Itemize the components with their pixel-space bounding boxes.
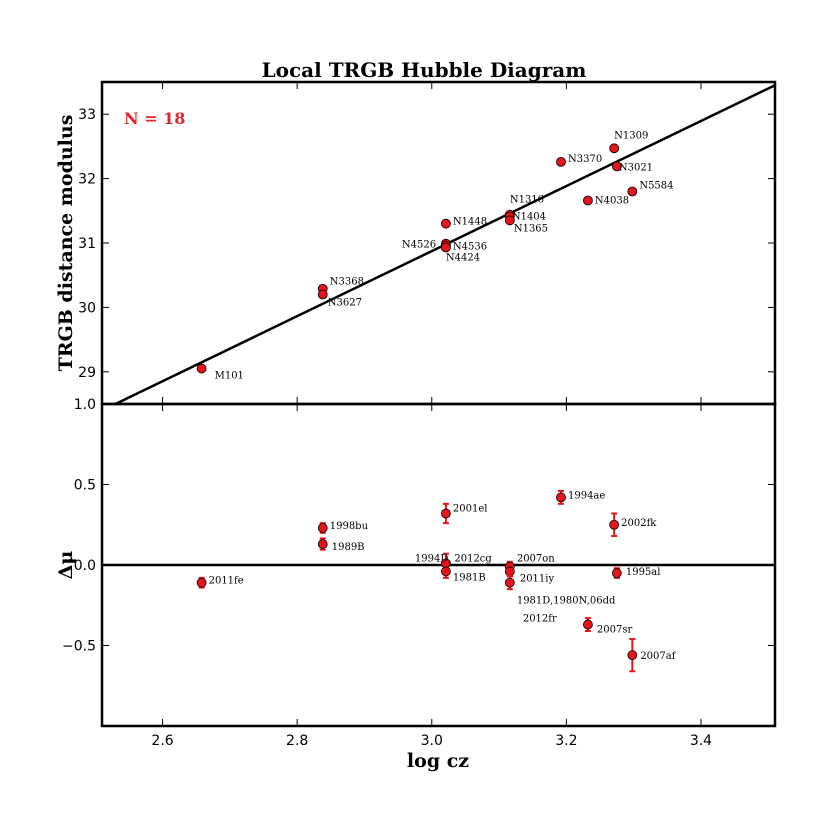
bottom-point-label: 1998bu [330, 521, 369, 532]
bottom-data-point [441, 508, 451, 519]
top-point-label: N1404 [512, 212, 546, 223]
bottom-data-point [611, 568, 622, 578]
bottom-y-ticks: −0.5 0.0 0.5 1.0 [62, 397, 775, 655]
chart-title: Local TRGB Hubble Diagram [262, 58, 587, 82]
bottom-point-label: 2007af [640, 651, 676, 662]
bottom-point-label: 2012fr [523, 614, 557, 625]
top-point-label: N3370 [568, 154, 602, 165]
top-point-label: N4526 [402, 240, 436, 251]
x-tick-label: 2.6 [151, 733, 173, 749]
bottom-data-point [609, 519, 620, 530]
bottom-point-label: 2007sr [597, 625, 633, 636]
x-tick-label: 3.4 [690, 733, 712, 749]
bottom-data-point [556, 492, 566, 503]
top-data-point [196, 363, 207, 374]
top-point-label: N5584 [639, 180, 673, 191]
bottom-y-axis-label: Δμ [55, 551, 77, 580]
top-point-label: N4424 [446, 253, 480, 264]
bottom-data-point [317, 523, 328, 533]
bottom-point-label: 2007on [517, 554, 555, 565]
bottom-point-label: 1981B [453, 572, 486, 583]
top-y-tick-label: 33 [78, 107, 96, 123]
bottom-point-label: 2002fk [621, 518, 657, 529]
bottom-point-label: 2011fe [209, 576, 244, 587]
bottom-point-label: 2001el [453, 503, 488, 514]
top-plot-frame [100, 80, 777, 406]
top-y-ticks: 29 30 31 32 33 [78, 107, 775, 381]
top-data-point [441, 218, 451, 229]
top-point-label: N1365 [514, 223, 548, 234]
top-point-label: N3021 [619, 162, 653, 173]
bottom-point-label: 2011iy [520, 573, 555, 584]
bottom-y-tick-label: −0.5 [62, 639, 96, 655]
bottom-data-point [441, 566, 451, 577]
bottom-data-points: 2011fe 1998bu 1989B 2001el 1994D, 2012cg 1981… [196, 489, 677, 673]
top-y-axis-label: TRGB distance modulus [55, 115, 77, 372]
bottom-data-point [583, 619, 593, 630]
x-tick-label: 3.2 [555, 733, 577, 749]
top-data-point [611, 161, 622, 172]
top-data-point [627, 186, 638, 197]
top-data-point [609, 143, 620, 154]
bottom-point-label: 1989B [332, 542, 365, 553]
bottom-y-tick-label: 0.0 [74, 558, 96, 574]
top-data-point [556, 156, 566, 167]
top-data-point [317, 289, 328, 300]
bottom-point-label: 1994D, 2012cg [415, 553, 493, 564]
bottom-data-point [196, 577, 207, 588]
top-point-label: M101 [215, 371, 244, 382]
bottom-point-label: 1995al [626, 567, 661, 578]
sample-count-annotation: N = 18 [124, 109, 185, 128]
top-y-tick-label: 30 [78, 300, 96, 316]
bottom-panel: −0.5 0.0 0.5 1.0 2.6 2.8 3.0 3.2 3.4 2011fe 1998… [55, 82, 777, 772]
bottom-data-point [504, 566, 515, 577]
top-y-tick-label: 32 [78, 172, 96, 188]
top-point-label: N4536 [453, 242, 487, 253]
x-tick-label: 3.0 [421, 733, 443, 749]
bottom-y-tick-label: 0.5 [74, 478, 96, 494]
top-point-label: N4038 [595, 195, 629, 206]
top-point-label: N1448 [453, 217, 487, 228]
top-y-tick-label: 31 [78, 236, 96, 252]
bottom-y-tick-label: 1.0 [74, 397, 96, 413]
top-y-tick-label: 29 [78, 365, 96, 381]
top-point-label: N1309 [614, 130, 648, 141]
top-data-point [504, 215, 515, 226]
top-panel: 29 30 31 32 33 M101 N3368 N3627 N1448 N4526 N4536… [55, 80, 777, 406]
bottom-data-point [504, 577, 515, 588]
top-point-label: N3368 [330, 277, 364, 288]
top-point-label: N1316 [510, 195, 544, 206]
bottom-point-label: 1981D,1980N,06dd [517, 596, 616, 607]
bottom-point-label: 1994ae [568, 490, 605, 501]
bottom-data-point [317, 539, 328, 549]
top-point-label: N3627 [328, 298, 362, 309]
x-tick-label: 2.8 [286, 733, 308, 749]
top-data-point [441, 242, 451, 253]
x-ticks: 2.6 2.8 3.0 3.2 3.4 [151, 82, 712, 749]
top-data-point [583, 195, 593, 206]
bottom-data-point [627, 650, 638, 661]
x-axis-label: log cz [407, 750, 469, 772]
